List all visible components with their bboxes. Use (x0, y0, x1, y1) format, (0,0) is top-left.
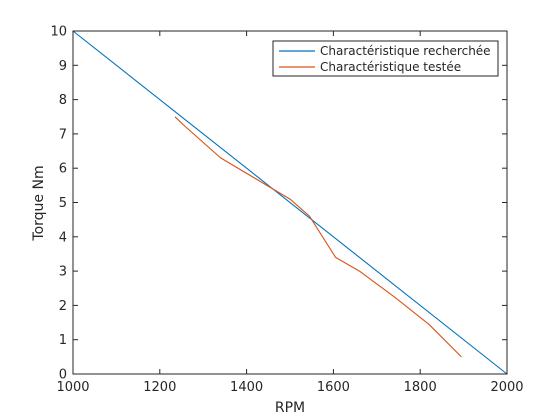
x-tick-label: 1200 (143, 380, 176, 395)
legend-label-1: Charactéristique recherchée (320, 44, 491, 58)
legend-label-2: Charactéristique testée (320, 60, 461, 74)
y-tick-label: 6 (59, 162, 67, 177)
y-tick-label: 8 (59, 93, 67, 108)
y-tick-label: 0 (59, 368, 67, 383)
y-tick-label: 1 (59, 333, 67, 348)
y-tick-label: 9 (59, 59, 67, 74)
legend: Charactéristique recherchée Charactéristi… (272, 40, 499, 77)
x-tick-label: 1400 (230, 380, 263, 395)
series-layer (72, 30, 508, 375)
x-tick-label: 2000 (490, 380, 523, 395)
y-axis-label: Torque Nm (31, 165, 47, 241)
y-tick-label: 3 (59, 265, 67, 280)
axes-layer: 1000 1200 1400 1600 1800 2000 0 1 2 3 4 5 6 7 8 9 10 (50, 25, 523, 396)
y-tick-label: 4 (59, 230, 67, 245)
legend-box (272, 40, 499, 77)
x-tick-label: 1800 (404, 380, 437, 395)
x-tick-label: 1000 (56, 380, 89, 395)
y-tick-label: 2 (59, 299, 67, 314)
y-tick-label: 5 (59, 196, 67, 211)
y-tick-label: 7 (59, 127, 67, 142)
series-line-1 (72, 30, 508, 375)
x-tick-label: 1600 (317, 380, 350, 395)
y-tick-label: 10 (50, 25, 67, 40)
x-axis-label: RPM (275, 400, 305, 416)
series-line-2 (174, 116, 462, 358)
